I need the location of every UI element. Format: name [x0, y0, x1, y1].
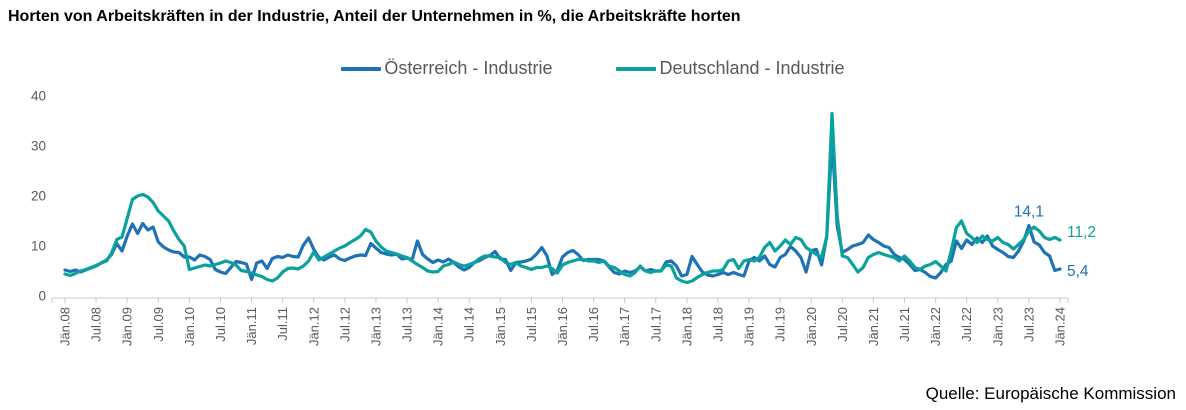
x-tick-label: Jul.22: [959, 307, 974, 342]
x-tick-label: Jul.13: [400, 307, 415, 342]
x-tick-label: Jul.11: [275, 307, 290, 341]
legend-line-swatch: [616, 66, 657, 71]
y-tick-label: 40: [31, 89, 46, 104]
x-tick-label: Jul.19: [773, 307, 788, 342]
x-tick-label: Jän.11: [244, 307, 259, 345]
x-tick-label: Jän.08: [58, 307, 73, 346]
x-tick-label: Jän.15: [493, 307, 508, 346]
x-tick-label: Jän.17: [617, 307, 632, 346]
x-tick-label: Jän.24: [1053, 307, 1068, 346]
x-tick-label: Jul.08: [89, 307, 104, 342]
x-tick-label: Jän.10: [182, 307, 197, 346]
y-tick-label: 0: [38, 289, 46, 304]
x-tick-label: Jän.13: [368, 307, 383, 346]
legend-label: Deutschland - Industrie: [659, 58, 845, 78]
x-tick-label: Jän.22: [928, 307, 943, 346]
legend-label: Österreich - Industrie: [384, 58, 553, 78]
series-line-deutschland: [63, 111, 1062, 285]
x-tick-label: Jul.14: [462, 307, 477, 342]
x-tick-label: Jul.17: [648, 307, 663, 342]
legend-line-swatch: [341, 66, 382, 71]
series-line-oesterreich: [63, 136, 1062, 282]
x-tick-label: Jul.21: [897, 307, 912, 342]
data-label: 5,4: [1067, 263, 1089, 280]
chart-legend: Österreich - Industrie Deutschland - Indu…: [0, 58, 1186, 79]
data-label: 11,2: [1067, 224, 1096, 241]
x-tick-label: Jul.20: [835, 307, 850, 342]
x-tick-label: Jän.18: [679, 307, 694, 346]
x-tick-label: Jän.16: [555, 307, 570, 346]
x-tick-label: Jän.14: [431, 307, 446, 346]
data-label: 14,1: [1014, 204, 1044, 221]
x-tick-label: Jul.12: [337, 307, 352, 342]
source-note: Quelle: Europäische Kommission: [925, 384, 1176, 403]
x-tick-label: Jul.09: [151, 307, 166, 342]
x-tick-label: Jän.09: [120, 307, 135, 346]
x-tick-label: Jul.10: [213, 307, 228, 342]
x-tick-label: Jän.20: [804, 307, 819, 346]
chart-title: Horten von Arbeitskräften in der Industr…: [8, 8, 741, 25]
x-tick-label: Jul.15: [524, 307, 539, 342]
legend-item-oesterreich: Österreich - Industrie: [341, 58, 552, 79]
x-tick-label: Jän.19: [742, 307, 757, 346]
y-tick-label: 10: [31, 239, 46, 254]
x-tick-label: Jul.16: [586, 307, 601, 342]
y-tick-label: 30: [31, 139, 46, 154]
y-tick-label: 20: [31, 189, 46, 204]
x-tick-label: Jän.23: [990, 307, 1005, 346]
x-tick-label: Jul.18: [710, 307, 725, 342]
x-tick-label: Jän.12: [306, 307, 321, 346]
legend-item-deutschland: Deutschland - Industrie: [616, 58, 845, 79]
x-tick-label: Jul.23: [1021, 307, 1036, 342]
x-tick-label: Jän.21: [866, 307, 881, 346]
